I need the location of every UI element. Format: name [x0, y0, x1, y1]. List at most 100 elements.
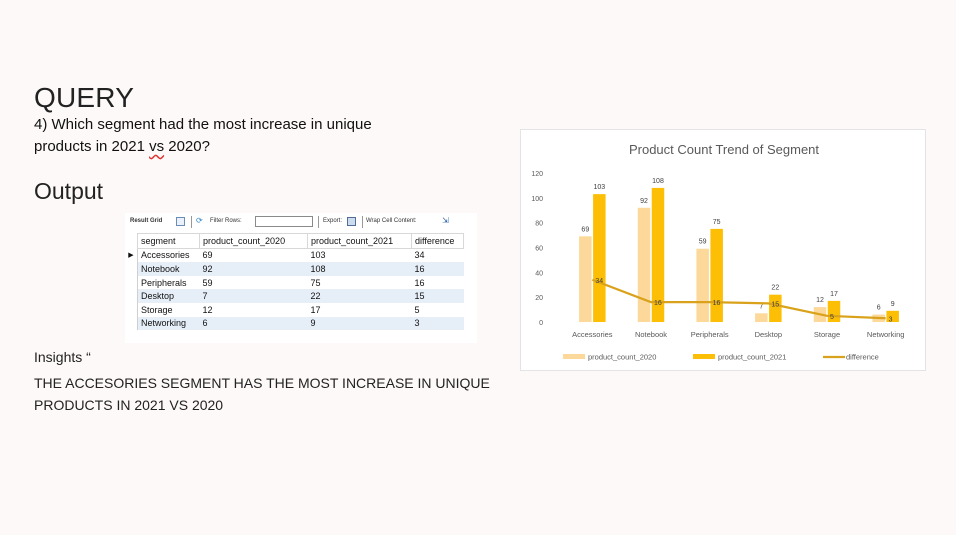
table-cell[interactable]: 22 — [307, 289, 412, 303]
result-grid-screenshot: Result Grid ⟳ Filter Rows: Export: Wrap … — [125, 213, 477, 343]
table-cell[interactable]: 17 — [307, 302, 412, 317]
output-heading: Output — [34, 178, 104, 204]
legend-label-difference: difference — [846, 353, 879, 362]
y-tick-label: 80 — [535, 221, 543, 228]
result-table: segment product_count_2020 product_count… — [125, 233, 464, 331]
table-cell[interactable]: Networking — [137, 316, 200, 331]
difference-line — [591, 278, 886, 320]
table-row[interactable]: Storage 12 17 5 — [125, 302, 464, 317]
table-cell[interactable]: 92 — [199, 262, 308, 276]
table-cell[interactable]: Storage — [137, 302, 200, 317]
slide-title: QUERY — [34, 82, 135, 113]
data-label-2021: 103 — [593, 184, 605, 191]
data-label-2021: 108 — [652, 178, 664, 185]
result-grid-tab[interactable]: Result Grid — [130, 218, 163, 224]
data-label-difference: 34 — [595, 278, 603, 285]
question-line-2-end: 2020? — [164, 138, 210, 155]
y-tick-label: 60 — [535, 246, 543, 253]
wrap-cell-icon[interactable]: ⇲ — [442, 216, 449, 225]
table-cell[interactable]: 3 — [411, 316, 464, 331]
table-cell[interactable]: 59 — [199, 275, 308, 290]
table-cell[interactable]: Peripherals — [137, 275, 200, 290]
x-tick-label: Peripherals — [691, 330, 729, 339]
legend-label-2021: product_count_2021 — [718, 353, 786, 362]
column-header-segment[interactable]: segment — [137, 233, 200, 249]
table-cell[interactable]: 5 — [411, 302, 464, 317]
bar-2020 — [637, 207, 651, 322]
row-header-corner — [125, 233, 138, 249]
table-cell[interactable]: 12 — [199, 302, 308, 317]
export-icon[interactable] — [347, 217, 356, 226]
y-tick-label: 40 — [535, 270, 543, 277]
bar-2020 — [696, 248, 709, 322]
table-cell[interactable]: 15 — [411, 289, 464, 303]
table-cell[interactable]: 69 — [199, 248, 308, 263]
data-label-2021: 75 — [713, 219, 721, 226]
x-tick-label: Accessories — [572, 330, 613, 339]
data-label-2020: 6 — [877, 305, 881, 312]
grid-view-icon[interactable] — [176, 217, 185, 226]
column-header-difference[interactable]: difference — [411, 233, 464, 249]
question-spellcheck-word: vs — [149, 138, 165, 155]
bar-2020 — [579, 236, 592, 322]
table-cell[interactable]: 34 — [411, 248, 464, 263]
filter-rows-input[interactable] — [255, 216, 313, 227]
x-tick-label: Desktop — [755, 330, 783, 339]
data-label-difference: 3 — [889, 316, 893, 323]
segment-chart: Product Count Trend of Segment 0 20 40 60 80 1… — [520, 129, 926, 371]
data-label-2020: 12 — [816, 297, 824, 304]
y-tick-label: 20 — [535, 295, 543, 302]
data-label-2021: 9 — [891, 301, 895, 308]
data-label-2020: 59 — [699, 239, 707, 246]
insights-heading: Insights “ — [34, 349, 91, 365]
data-label-2020: 7 — [759, 303, 763, 310]
bar-2021 — [886, 310, 899, 322]
refresh-icon[interactable]: ⟳ — [196, 216, 203, 225]
legend-swatch-2021 — [693, 354, 715, 359]
column-header-product-count-2020[interactable]: product_count_2020 — [199, 233, 308, 249]
data-label-2021: 22 — [771, 285, 779, 292]
table-cell[interactable]: 6 — [199, 316, 308, 331]
question-line-2: products in 2021 — [34, 138, 150, 155]
wrap-cell-label: Wrap Cell Content: — [366, 218, 417, 224]
table-cell[interactable]: Desktop — [137, 289, 200, 303]
table-cell[interactable]: 16 — [411, 262, 464, 276]
table-cell[interactable]: 7 — [199, 289, 308, 303]
data-label-2020: 92 — [640, 198, 648, 205]
result-grid-toolbar: Result Grid ⟳ Filter Rows: Export: Wrap … — [125, 213, 477, 231]
table-row[interactable]: ▶ Accessories 69 103 34 — [125, 248, 464, 263]
x-tick-label: Notebook — [635, 330, 667, 339]
x-tick-label: Networking — [867, 330, 905, 339]
bar-2020 — [755, 313, 768, 322]
data-label-2020: 69 — [581, 226, 589, 233]
legend-swatch-2020 — [563, 354, 585, 359]
table-cell[interactable]: 9 — [307, 316, 412, 331]
table-row[interactable]: Networking 6 9 3 — [125, 316, 464, 331]
table-cell[interactable]: 108 — [307, 262, 412, 276]
data-label-2021: 17 — [830, 291, 838, 298]
insight-text: THE ACCESORIES SEGMENT HAS THE MOST INCR… — [34, 375, 490, 413]
data-label-difference: 16 — [654, 300, 662, 307]
table-cell[interactable]: Accessories — [137, 248, 200, 263]
bar-2021 — [593, 194, 606, 322]
table-row[interactable]: Desktop 7 22 15 — [125, 289, 464, 303]
table-cell[interactable]: 16 — [411, 275, 464, 290]
table-row[interactable]: Peripherals 59 75 16 — [125, 275, 464, 290]
y-tick-label: 100 — [531, 196, 543, 203]
table-cell[interactable]: 75 — [307, 275, 412, 290]
data-label-difference: 5 — [830, 314, 834, 321]
chart-title: Product Count Trend of Segment — [629, 142, 819, 157]
filter-rows-label: Filter Rows: — [210, 218, 242, 224]
bar-2021 — [651, 187, 665, 322]
bar-2021 — [769, 294, 782, 322]
current-row-arrow-icon: ▶ — [125, 248, 138, 263]
export-label: Export: — [323, 218, 343, 224]
column-header-product-count-2021[interactable]: product_count_2021 — [307, 233, 412, 249]
table-row[interactable]: Notebook 92 108 16 — [125, 262, 464, 276]
x-tick-label: Storage — [814, 330, 840, 339]
table-cell[interactable]: 103 — [307, 248, 412, 263]
y-tick-label: 0 — [539, 320, 543, 327]
table-cell[interactable]: Notebook — [137, 262, 200, 276]
data-label-difference: 15 — [771, 301, 779, 308]
legend-label-2020: product_count_2020 — [588, 353, 656, 362]
